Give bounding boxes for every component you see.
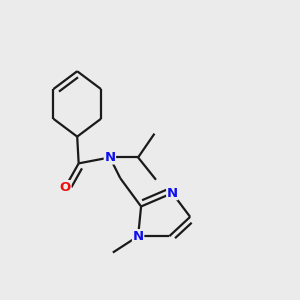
Text: O: O: [60, 181, 71, 194]
Text: N: N: [133, 230, 144, 243]
Text: N: N: [167, 187, 178, 200]
Text: N: N: [104, 151, 116, 164]
